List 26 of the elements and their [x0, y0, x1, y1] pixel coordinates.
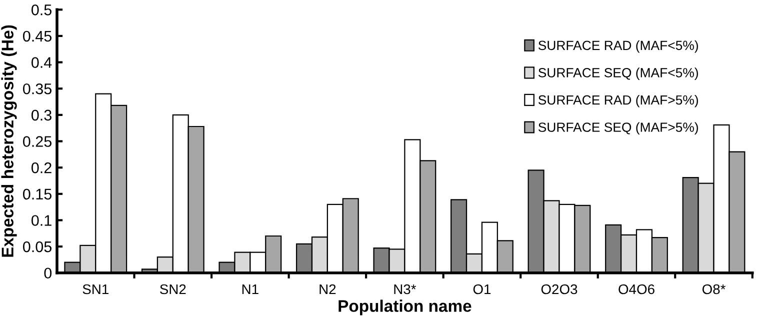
x-tick-label: N3*	[394, 284, 416, 294]
x-tick-label: O8*	[702, 284, 726, 294]
y-tick-label: 0.3	[32, 110, 52, 121]
y-tick-label: 0.2	[32, 162, 52, 174]
y-tick-label: 0.25	[23, 136, 52, 147]
x-tick-label: SN1	[82, 284, 108, 294]
y-tick-label: 0.45	[23, 30, 52, 42]
y-axis-title: Expected heterozygosity (He)	[1, 25, 17, 257]
legend-label: SURFACE RAD (MAF<5%)	[538, 40, 698, 53]
y-tick-label: 0.4	[32, 57, 52, 68]
y-tick-label: 0.5	[32, 4, 52, 16]
y-tick-label: 0.1	[32, 215, 52, 226]
y-tick-label: 0.15	[23, 188, 52, 200]
x-tick-label: SN2	[160, 284, 186, 294]
legend-label: SURFACE RAD (MAF>5%)	[538, 94, 698, 108]
y-tick-label: 0	[44, 268, 52, 279]
x-tick-label: N1	[242, 284, 258, 294]
y-tick-label: 0.05	[23, 241, 52, 252]
x-tick-label: O1	[473, 284, 491, 294]
x-tick-label: O2O3	[541, 284, 578, 294]
legend-label: SURFACE SEQ (MAF<5%)	[538, 68, 698, 80]
x-tick-label: N2	[320, 284, 336, 294]
legend-label: SURFACE SEQ (MAF>5%)	[538, 122, 698, 135]
x-axis-title: Population name	[338, 300, 472, 316]
x-tick-label: O4O6	[618, 284, 654, 294]
y-tick-label: 0.35	[23, 83, 52, 94]
